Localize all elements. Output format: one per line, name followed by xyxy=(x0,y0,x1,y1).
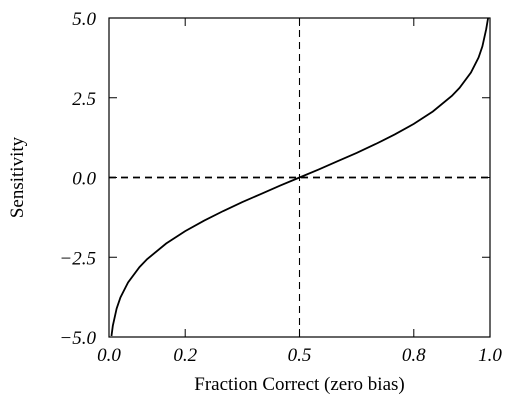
y-axis: −5.0 −2.5 0.0 2.5 5.0 xyxy=(59,9,490,349)
series-layer xyxy=(110,17,489,337)
y-tick-label: 5.0 xyxy=(72,9,96,30)
y-tick-label: −2.5 xyxy=(59,248,96,269)
x-tick-label: 0.5 xyxy=(288,345,312,366)
x-tick-label: 0.0 xyxy=(97,345,121,366)
sensitivity-curve xyxy=(110,17,489,337)
x-axis-title: Fraction Correct (zero bias) xyxy=(194,374,405,395)
y-tick-label: 2.5 xyxy=(72,89,96,110)
x-tick-label: 0.2 xyxy=(173,345,197,366)
x-tick-label: 1.0 xyxy=(478,345,502,366)
y-tick-label: −5.0 xyxy=(59,328,96,349)
x-axis: 0.0 0.2 0.5 0.8 1.0 xyxy=(97,18,502,366)
y-tick-label: 0.0 xyxy=(72,169,96,190)
y-axis-title: Sensitivity xyxy=(7,136,28,218)
x-tick-label: 0.8 xyxy=(402,345,426,366)
